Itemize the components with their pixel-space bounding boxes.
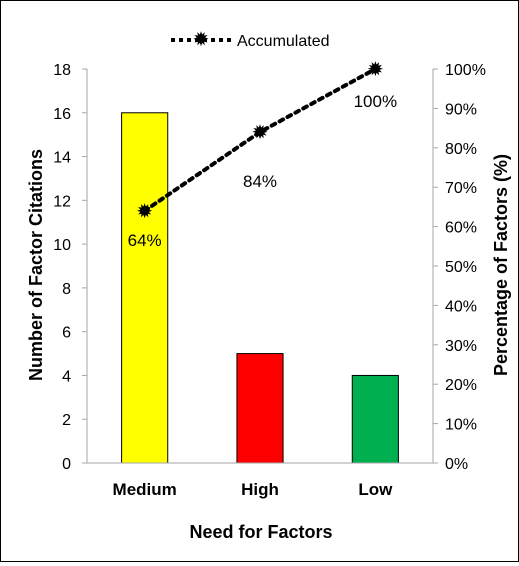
accumulated-line: ✹ 64% ✹ 84% ✹ 100%: [128, 59, 397, 250]
right-tick-label: 100%: [445, 62, 486, 79]
accumulated-line-path: [142, 67, 378, 213]
accumulated-data-label: 64%: [128, 231, 162, 250]
left-tick-label: 16: [53, 106, 71, 123]
accumulated-point-marker: ✹: [367, 59, 384, 81]
legend: ✹ Accumulated: [171, 29, 330, 51]
accumulated-point-marker: ✹: [136, 201, 153, 223]
x-category-label: High: [241, 480, 279, 499]
right-tick-label: 50%: [445, 259, 477, 276]
accumulated-point-marker: ✹: [252, 122, 269, 144]
left-tick-label: 12: [53, 193, 71, 210]
accumulated-data-label: 100%: [354, 92, 397, 111]
left-tick-label: 6: [62, 325, 71, 342]
right-tick-label: 30%: [445, 338, 477, 355]
right-tick-label: 40%: [445, 298, 477, 315]
bar-medium: [121, 112, 169, 464]
accumulated-data-label: 84%: [243, 172, 277, 191]
right-tick-label: 20%: [445, 377, 477, 394]
bars: [121, 112, 399, 464]
right-tick-label: 80%: [445, 141, 477, 158]
legend-marker-star: ✹: [193, 29, 210, 51]
bar-low: [351, 374, 399, 464]
x-category-label: Medium: [113, 480, 177, 499]
right-tick-label: 0%: [445, 456, 468, 473]
x-axis: Medium High Low: [87, 462, 433, 499]
left-tick-label: 18: [53, 62, 71, 79]
bar-high: [236, 353, 284, 464]
x-axis-title: Need for Factors: [189, 522, 332, 542]
left-tick-label: 14: [53, 150, 71, 167]
right-tick-label: 60%: [445, 220, 477, 237]
y-axis-title: Number of Factor Citations: [26, 149, 46, 381]
x-category-label: Low: [358, 480, 393, 499]
left-tick-label: 4: [62, 368, 71, 385]
right-tick-label: 10%: [445, 417, 477, 434]
legend-label-accumulated: Accumulated: [237, 33, 330, 50]
left-tick-label: 10: [53, 237, 71, 254]
right-tick-label: 70%: [445, 180, 477, 197]
right-tick-label: 90%: [445, 101, 477, 118]
y-axis-right-title: Percentage of Factors (%): [491, 154, 511, 376]
left-tick-label: 0: [62, 456, 71, 473]
left-tick-label: 8: [62, 281, 71, 298]
left-tick-label: 2: [62, 412, 71, 429]
right-axis: 0% 10% 20% 30% 40% 50% 60% 70% 80% 90% 100%: [432, 62, 486, 473]
left-axis: 0 2 4 6 8 10 12 14 16 18: [53, 62, 88, 473]
